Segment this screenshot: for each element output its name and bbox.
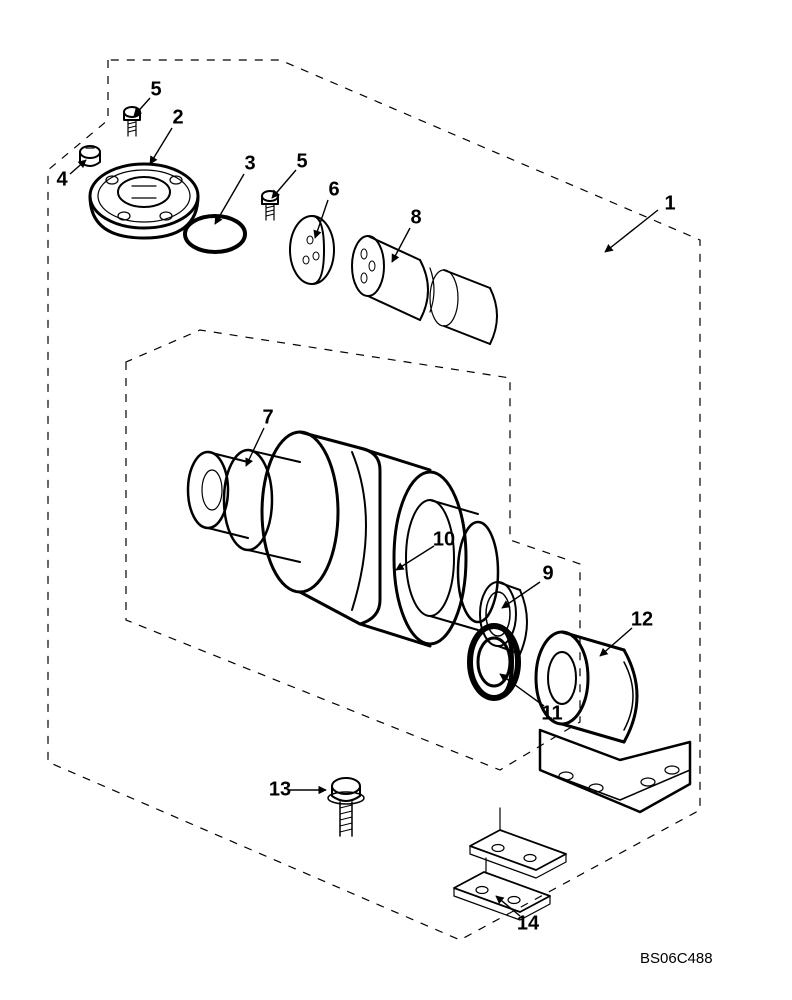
callout-label-9: 9: [542, 563, 553, 586]
leader-5-5: [272, 170, 296, 198]
callout-label-2: 2: [172, 107, 183, 130]
parts-diagram-svg: [0, 0, 792, 1000]
part-13-bolt: [328, 778, 364, 836]
assembly-frame-main: [48, 60, 700, 940]
callout-label-6: 6: [328, 179, 339, 202]
callout-label-14: 14: [517, 913, 539, 936]
leader-8-8: [392, 228, 410, 262]
diagram-stage: BS06C488 12345567891011121314: [0, 0, 792, 1000]
part-8-shaft: [352, 236, 497, 344]
leader-1-0: [605, 210, 658, 252]
callout-label-10: 10: [433, 529, 455, 552]
callout-label-12: 12: [631, 609, 653, 632]
leader-4-3: [70, 160, 86, 174]
assembly-frame-inner: [126, 330, 580, 770]
callout-label-5: 5: [150, 79, 161, 102]
part-5-bolt-b: [262, 191, 278, 220]
callout-label-5: 5: [296, 151, 307, 174]
callout-label-3: 3: [244, 153, 255, 176]
callout-label-8: 8: [410, 207, 421, 230]
callout-label-4: 4: [56, 169, 67, 192]
callout-label-13: 13: [269, 779, 291, 802]
callout-label-1: 1: [664, 193, 675, 216]
part-14-plates: [454, 830, 566, 920]
document-code: BS06C488: [640, 950, 713, 967]
callout-label-7: 7: [262, 407, 273, 430]
part-3-oring: [185, 216, 245, 252]
part-11-seal: [470, 626, 518, 698]
leader-2-1: [150, 128, 172, 164]
part-2-flange: [90, 164, 198, 238]
leader-10-10: [396, 546, 434, 570]
part-6-disc: [290, 216, 334, 284]
leader-12-12: [600, 628, 632, 656]
callout-label-11: 11: [541, 703, 562, 726]
